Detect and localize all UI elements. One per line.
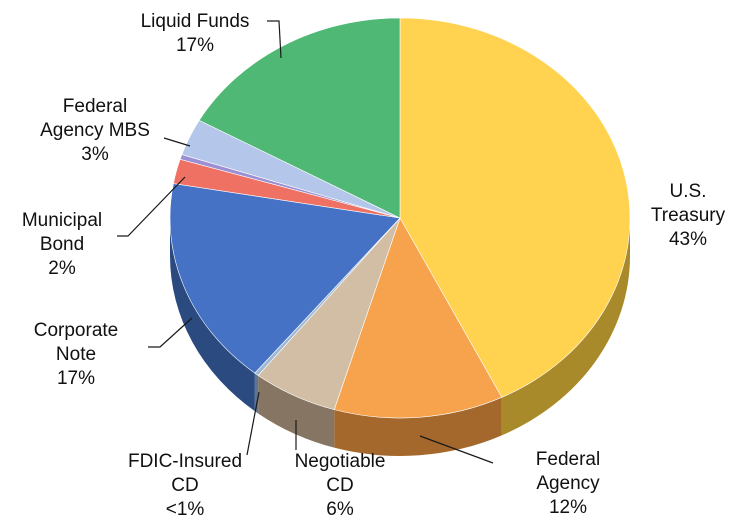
label-line: Treasury — [651, 205, 726, 226]
leader-line-liquid-funds — [267, 20, 282, 59]
label-line: 17% — [176, 35, 214, 56]
label-fdic-insured-cd: FDIC-Insured CD <1% — [128, 451, 242, 520]
pie-slice-corporate-note — [169, 183, 401, 374]
label-line: Corporate — [34, 320, 119, 341]
label-line: Federal — [536, 449, 600, 470]
slice-labels: U.S. Treasury 43% Federal Agency 12% Negotiabl… — [22, 11, 726, 520]
pie-side-corporate-note — [170, 218, 255, 412]
label-line: Negotiable — [295, 451, 386, 472]
label-line: CD — [171, 475, 198, 496]
pie-slice-u-s-treasury — [399, 17, 631, 398]
label-line: 43% — [669, 229, 707, 250]
pie-slice-liquid-funds — [198, 17, 401, 219]
label-line: 17% — [57, 368, 95, 389]
label-line: 2% — [48, 258, 76, 279]
pie-slice-federal-agency — [333, 217, 503, 419]
label-federal-agency-mbs: Federal Agency MBS 3% — [40, 96, 150, 165]
label-negotiable-cd: Negotiable CD 6% — [295, 451, 386, 520]
label-line: Agency MBS — [40, 120, 150, 141]
label-corporate-note: Corporate Note 17% — [34, 320, 119, 389]
label-line: Note — [56, 344, 96, 365]
leader-line-federal-agency-mbs — [163, 137, 191, 147]
leader-line-federal-agency — [419, 435, 494, 464]
label-line: Municipal — [22, 210, 102, 231]
label-line: Bond — [40, 234, 84, 255]
pie-slices — [169, 17, 631, 419]
label-line: CD — [326, 475, 353, 496]
label-line: 3% — [81, 144, 109, 165]
leader-lines — [117, 20, 494, 464]
label-line: 6% — [326, 499, 354, 520]
label-line: Liquid Funds — [141, 11, 250, 32]
label-line: 12% — [549, 497, 587, 518]
label-line: Federal — [63, 96, 127, 117]
pie-side-federal-agency — [334, 397, 502, 456]
label-line: <1% — [166, 499, 205, 520]
leader-line-municipal-bond — [117, 176, 186, 237]
label-line: U.S. — [670, 181, 707, 202]
leader-line-corporate-note — [148, 317, 193, 348]
label-municipal-bond: Municipal Bond 2% — [22, 210, 102, 279]
leader-line-fdic-insured-cd — [246, 391, 260, 456]
label-line: FDIC-Insured — [128, 451, 242, 472]
label-u-s-treasury: U.S. Treasury 43% — [651, 181, 726, 250]
pie-side-negotiable-cd — [258, 375, 335, 448]
label-liquid-funds: Liquid Funds 17% — [141, 11, 250, 56]
label-federal-agency: Federal Agency 12% — [536, 449, 600, 518]
label-line: Agency — [536, 473, 600, 494]
